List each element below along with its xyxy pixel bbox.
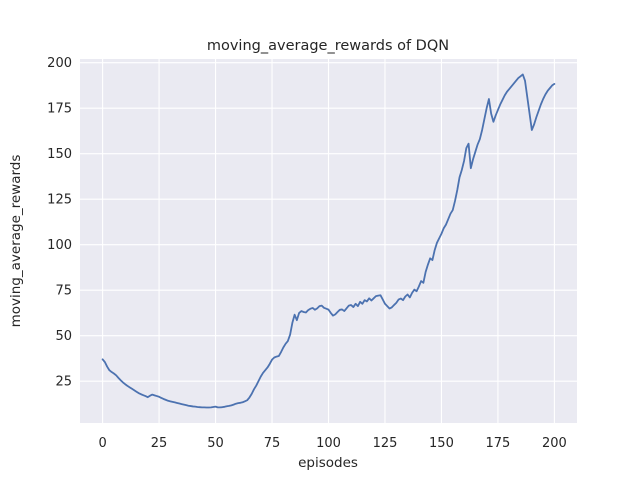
y-axis-tick-labels: 25 50 75 100 125 150 175 200: [47, 56, 72, 390]
x-tick-label: 0: [98, 436, 106, 451]
x-axis-label: episodes: [298, 455, 358, 471]
x-tick-label: 25: [151, 436, 168, 451]
y-tick-label: 125: [47, 193, 72, 208]
x-axis-tick-labels: 0 25 50 75 100 125 150 175 200: [98, 436, 566, 451]
y-tick-label: 25: [55, 375, 72, 390]
x-tick-label: 125: [373, 436, 398, 451]
y-axis-label: moving_average_rewards: [8, 155, 24, 328]
data-line: [101, 73, 556, 409]
chart-title: moving_average_rewards of DQN: [207, 38, 449, 54]
y-tick-label: 150: [47, 147, 72, 162]
x-tick-label: 100: [316, 436, 341, 451]
y-tick-label: 175: [47, 102, 72, 117]
x-tick-label: 50: [207, 436, 224, 451]
y-tick-label: 75: [55, 284, 72, 299]
y-tick-label: 50: [55, 329, 72, 344]
x-tick-label: 75: [264, 436, 281, 451]
y-tick-label: 200: [47, 56, 72, 71]
x-tick-label: 175: [486, 436, 511, 451]
gridlines: [80, 59, 577, 423]
y-tick-label: 100: [47, 238, 72, 253]
x-tick-label: 200: [542, 436, 567, 451]
data-series: [101, 73, 556, 409]
x-tick-label: 150: [429, 436, 454, 451]
